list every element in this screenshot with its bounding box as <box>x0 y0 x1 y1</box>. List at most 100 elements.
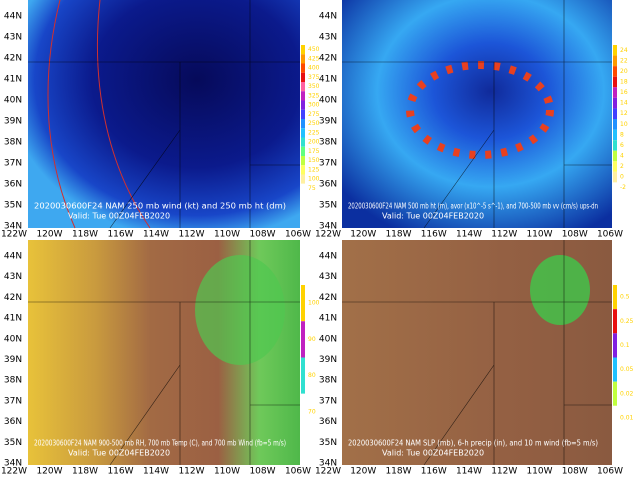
longitude-label: 110W <box>526 230 552 240</box>
latitude-label: 39N <box>319 355 337 365</box>
map-panels <box>28 0 612 466</box>
latitude-label: 40N <box>319 334 337 344</box>
colorbar-label: -2 <box>620 184 626 191</box>
colorbar-label: 90 <box>308 336 316 343</box>
colorbar-swatch <box>613 76 617 88</box>
colorbar-swatch <box>301 109 305 119</box>
latitude-label: 41N <box>319 75 337 85</box>
caption: 2020030600F24 NAM 500 mb ht (m), avor (x… <box>348 202 598 211</box>
latitude-label: 39N <box>4 117 22 127</box>
colorbar-swatch <box>613 357 617 382</box>
latitude-label: 35N <box>319 438 337 448</box>
longitude-label: 112W <box>178 230 204 240</box>
valid-time: Valid: Tue 00Z04FEB2020 <box>382 212 484 221</box>
colorbar-swatch <box>301 91 305 101</box>
contour <box>47 0 76 229</box>
colorbar-label: 250 <box>308 120 320 127</box>
precip-area <box>530 255 590 325</box>
longitude-label: 120W <box>350 467 376 477</box>
latitude-label: 42N <box>319 54 337 64</box>
latitude-label: 35N <box>4 201 22 211</box>
longitude-label: 122W <box>315 230 341 240</box>
colorbar-label: 125 <box>308 166 320 173</box>
colorbar-label: 10 <box>620 121 628 128</box>
latitude-label: 36N <box>4 180 22 190</box>
longitude-label: 110W <box>214 230 240 240</box>
latitude-label: 35N <box>4 438 22 448</box>
colorbar-swatch <box>301 156 305 166</box>
latitude-label: 37N <box>4 159 22 169</box>
colorbar-swatch <box>301 100 305 110</box>
colorbar-label: 22 <box>620 57 628 64</box>
colorbar-swatch <box>301 63 305 73</box>
colorbar-swatch <box>613 405 617 430</box>
colorbar-swatch <box>613 108 617 119</box>
latitude-label: 38N <box>319 376 337 386</box>
longitude-label: 122W <box>1 467 27 477</box>
latitude-label: 39N <box>4 355 22 365</box>
colorbar-swatch <box>301 321 305 358</box>
latitude-label: 41N <box>4 75 22 85</box>
colorbar-label: 400 <box>308 65 320 72</box>
colorbar-swatch <box>301 285 305 322</box>
latitude-label: 41N <box>319 314 337 324</box>
colorbar-swatch <box>613 45 617 56</box>
latitude-label: 37N <box>319 159 337 169</box>
colorbar-label: 8 <box>620 131 624 138</box>
colorbar-label: 100 <box>308 300 320 307</box>
colorbar-swatch <box>613 150 617 162</box>
latitude-label: 42N <box>4 54 22 64</box>
colorbar-swatch <box>301 137 305 147</box>
colorbar-label: 275 <box>308 111 320 118</box>
colorbar-swatch <box>301 45 305 55</box>
latitude-label: 37N <box>319 396 337 406</box>
colorbar-label: 0.02 <box>620 390 634 397</box>
longitude-label: 116W <box>107 467 133 477</box>
colorbar-label: 225 <box>308 129 320 136</box>
longitude-label: 110W <box>526 467 552 477</box>
longitude-label: 112W <box>491 230 517 240</box>
longitude-label: 116W <box>421 467 447 477</box>
caption: 2020030600F24 NAM 250 mb wind (kt) and 2… <box>34 202 286 211</box>
latitude-label: 40N <box>4 334 22 344</box>
colorbar-label: 18 <box>620 79 628 86</box>
valid-time: Valid: Tue 00Z04FEB2020 <box>68 212 170 221</box>
latitude-label: 43N <box>319 272 337 282</box>
colorbar-label: 425 <box>308 55 320 62</box>
latitude-label: 38N <box>4 376 22 386</box>
latitude-label: 36N <box>4 417 22 427</box>
colorbar-swatch <box>301 128 305 138</box>
longitude-label: 114W <box>456 230 482 240</box>
colorbar-swatch <box>301 165 305 175</box>
longitude-label: 116W <box>107 230 133 240</box>
latitude-label: 34N <box>4 222 22 232</box>
latitude-label: 40N <box>4 96 22 106</box>
latitude-label: 42N <box>319 293 337 303</box>
colorbar-label: 325 <box>308 92 320 99</box>
longitude-label: 114W <box>143 230 169 240</box>
latitude-label: 40N <box>319 96 337 106</box>
colorbar-swatch <box>301 174 305 184</box>
longitude-label: 112W <box>491 467 517 477</box>
colorbar-label: 0.1 <box>620 342 630 349</box>
colorbar-swatch <box>613 285 617 310</box>
colorbar-swatch <box>613 309 617 334</box>
latitude-label: 36N <box>319 417 337 427</box>
colorbar-swatch <box>301 82 305 92</box>
colorbar-swatch <box>301 393 305 430</box>
colorbar-swatch <box>613 140 617 151</box>
latitude-label: 42N <box>4 293 22 303</box>
longitude-label: 108W <box>249 230 275 240</box>
latitude-label: 43N <box>319 33 337 43</box>
longitude-label: 122W <box>1 230 27 240</box>
colorbar-label: 12 <box>620 110 628 117</box>
latitude-label: 41N <box>4 314 22 324</box>
colorbar-swatch <box>613 87 617 98</box>
valid-time: Valid: Tue 00Z04FEB2020 <box>382 449 484 458</box>
latitude-label: 44N <box>319 252 337 262</box>
latitude-label: 34N <box>319 222 337 232</box>
longitude-label: 108W <box>562 230 588 240</box>
latitude-label: 39N <box>319 117 337 127</box>
